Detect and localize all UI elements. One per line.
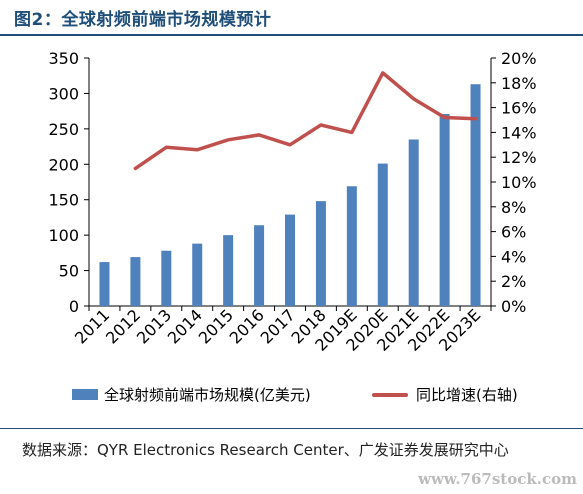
bar-2016	[254, 225, 265, 306]
bar-2015	[223, 235, 234, 306]
growth-line	[133, 71, 478, 171]
bar-2019E	[346, 186, 357, 306]
chart: 0 50 100 150 200 250 300 350 0% 2% 4% 6% 8% 10% 12% 14%…	[48, 49, 537, 355]
right-tick-label: 2%	[501, 272, 526, 291]
x-tick-label: 2017	[257, 305, 299, 347]
x-tick-label: 2013	[133, 305, 175, 347]
left-tick-label: 150	[48, 191, 79, 210]
bar-2018	[315, 201, 326, 306]
bar-2020E	[377, 163, 388, 306]
legend-line-label: 同比增速(右轴)	[416, 386, 518, 404]
x-tick-label: 2016	[226, 305, 268, 347]
source-note: 数据来源：QYR Electronics Research Center、广发证…	[22, 441, 509, 459]
right-tick-label: 20%	[501, 49, 537, 68]
bar-2022E	[439, 113, 450, 306]
left-tick-label: 0	[69, 297, 79, 316]
legend-bar-label: 全球射频前端市场规模(亿美元)	[104, 386, 311, 404]
right-tick-label: 12%	[501, 148, 537, 167]
legend: 全球射频前端市场规模(亿美元) 同比增速(右轴)	[0, 376, 583, 416]
right-tick-label: 14%	[501, 123, 537, 142]
left-tick-label: 350	[48, 49, 79, 68]
left-tick-label: 300	[48, 84, 79, 103]
right-tick-label: 6%	[501, 223, 526, 242]
divider	[0, 428, 583, 429]
chart-title: 图2：全球射频前端市场规模预计	[14, 10, 272, 30]
right-tick-label: 4%	[501, 247, 526, 266]
x-tick-label: 2014	[164, 305, 206, 347]
bar-2012	[130, 257, 141, 306]
right-tick-label: 10%	[501, 173, 537, 192]
right-tick-label: 0%	[501, 297, 526, 316]
bar-2017	[285, 214, 295, 306]
title-bar: 图2：全球射频前端市场规模预计	[0, 0, 583, 36]
left-tick-label: 200	[48, 155, 79, 174]
legend-bar-swatch	[72, 389, 98, 400]
legend-item-line: 同比增速(右轴)	[372, 384, 518, 405]
legend-item-bar: 全球射频前端市场规模(亿美元)	[72, 384, 311, 405]
bar-2021E	[408, 139, 419, 306]
left-tick-label: 250	[48, 120, 79, 139]
bar-2023E	[470, 84, 481, 306]
right-tick-label: 8%	[501, 198, 526, 217]
x-tick-label: 2012	[102, 305, 144, 347]
right-tick-label: 16%	[501, 99, 537, 118]
legend-line-swatch	[372, 392, 408, 397]
x-tick-label: 2015	[195, 305, 237, 347]
left-tick-label: 50	[59, 262, 79, 281]
bar-2011	[99, 262, 110, 306]
bar-2014	[192, 243, 203, 306]
watermark: www.767stock.com	[418, 470, 577, 488]
left-tick-label: 100	[48, 226, 79, 245]
bar-2013	[161, 250, 172, 306]
right-tick-label: 18%	[501, 74, 537, 93]
